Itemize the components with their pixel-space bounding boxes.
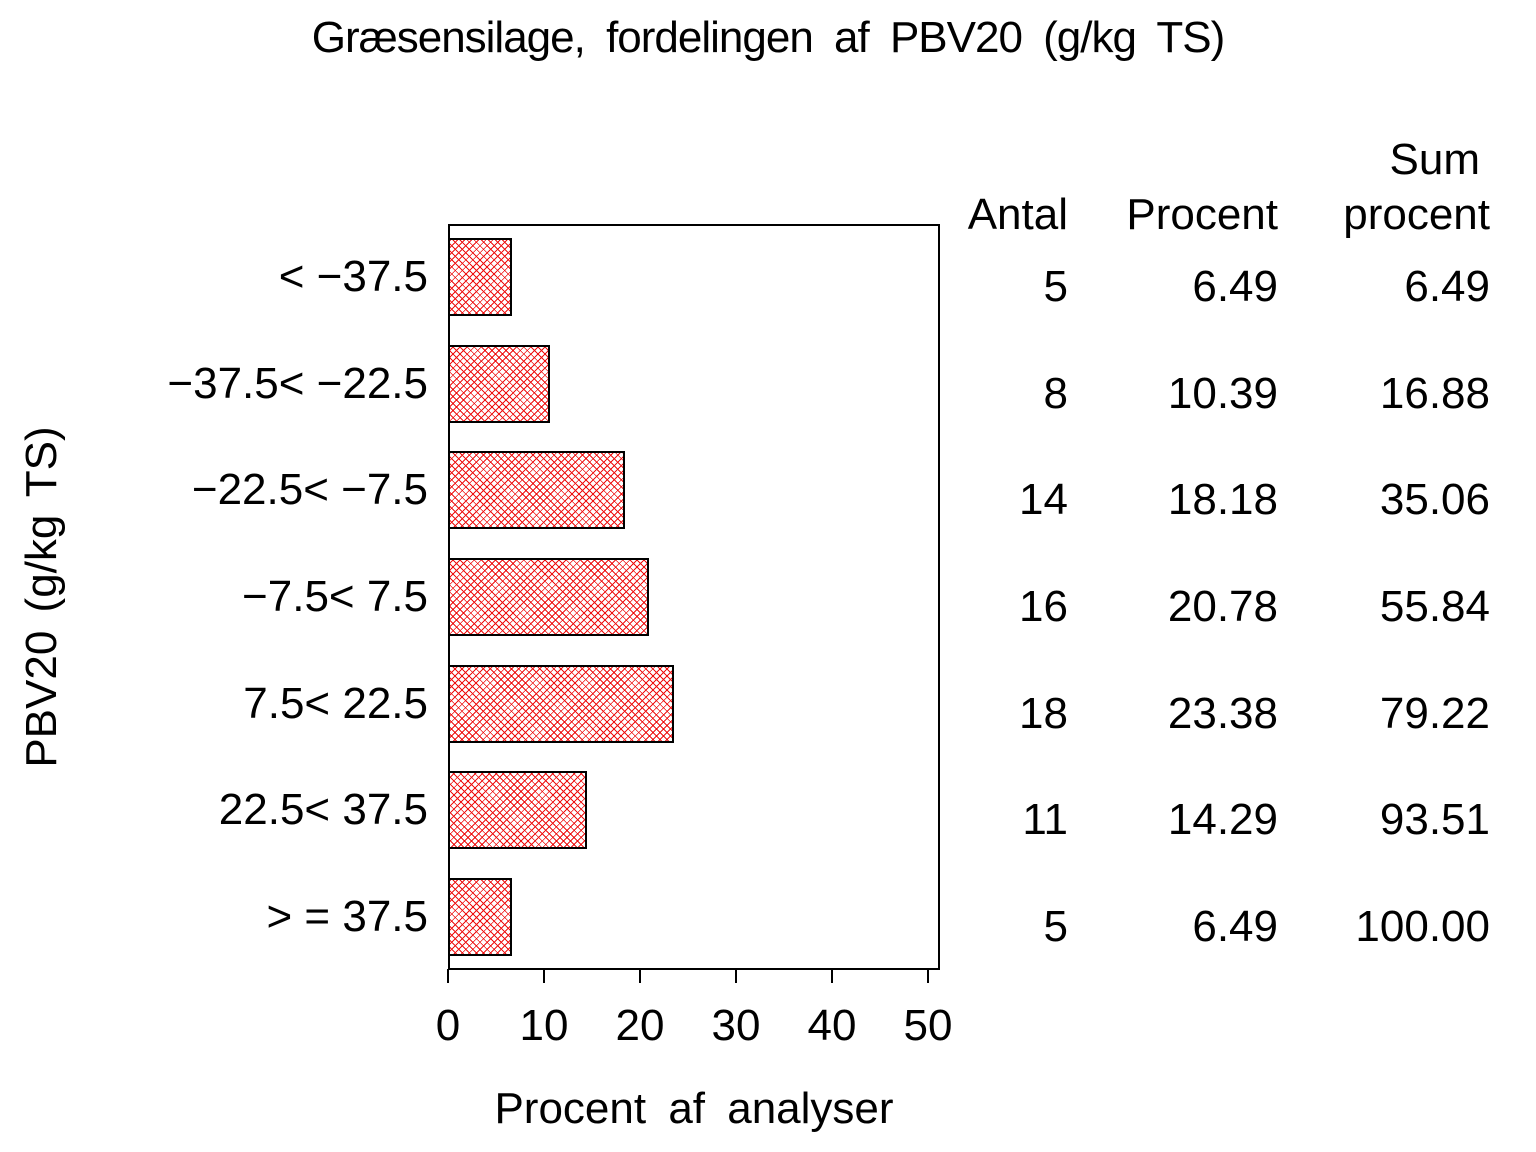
- x-tick-mark: [447, 969, 449, 983]
- table-cell-procent: 6.49: [1192, 262, 1278, 311]
- category-label: −37.5< −22.5: [167, 359, 428, 408]
- x-tick-mark: [831, 969, 833, 983]
- table-cell-procent: 14.29: [1167, 795, 1278, 844]
- x-tick-label: 40: [807, 1001, 857, 1050]
- table-cell-procent: 20.78: [1167, 582, 1278, 631]
- table-cell-antal: 8: [1043, 369, 1068, 418]
- category-label: 22.5< 37.5: [218, 785, 428, 834]
- col-header-sum-line1: Sum: [1389, 135, 1480, 184]
- x-tick-mark: [735, 969, 737, 983]
- table-cell-antal: 5: [1043, 902, 1068, 951]
- col-header-sum-line2: procent: [1343, 190, 1490, 239]
- category-label: 7.5< 22.5: [243, 679, 428, 728]
- x-tick-mark: [639, 969, 641, 983]
- x-axis-label: Procent af analyser: [494, 1084, 894, 1133]
- chart-title: Græsensilage, fordelingen af PBV20 (g/kg…: [311, 13, 1226, 62]
- table-cell-sum-procent: 55.84: [1379, 582, 1490, 631]
- category-label: > = 37.5: [266, 892, 428, 941]
- table-cell-antal: 5: [1043, 262, 1068, 311]
- table-cell-antal: 16: [1019, 582, 1068, 631]
- x-tick-label: 0: [435, 1001, 461, 1050]
- bar: [448, 558, 649, 636]
- table-cell-sum-procent: 93.51: [1379, 795, 1490, 844]
- x-tick-mark: [927, 969, 929, 983]
- bar: [448, 345, 550, 423]
- x-tick-label: 20: [615, 1001, 665, 1050]
- table-cell-sum-procent: 100.00: [1355, 902, 1490, 951]
- bar: [448, 451, 625, 529]
- category-label: −7.5< 7.5: [242, 572, 428, 621]
- category-label: −22.5< −7.5: [191, 465, 428, 514]
- x-tick-label: 30: [711, 1001, 761, 1050]
- col-header-antal: Antal: [967, 190, 1068, 239]
- table-cell-antal: 14: [1019, 475, 1068, 524]
- table-cell-sum-procent: 6.49: [1404, 262, 1490, 311]
- table-cell-procent: 6.49: [1192, 902, 1278, 951]
- bar: [448, 771, 587, 849]
- x-tick-label: 10: [519, 1001, 569, 1050]
- table-cell-sum-procent: 35.06: [1379, 475, 1490, 524]
- bar: [448, 238, 512, 316]
- table-cell-sum-procent: 16.88: [1379, 369, 1490, 418]
- table-cell-sum-procent: 79.22: [1379, 689, 1490, 738]
- category-label: < −37.5: [278, 252, 428, 301]
- table-cell-procent: 23.38: [1167, 689, 1278, 738]
- bar: [448, 665, 674, 743]
- x-tick-mark: [543, 969, 545, 983]
- table-cell-antal: 18: [1019, 689, 1068, 738]
- col-header-procent: Procent: [1126, 190, 1278, 239]
- bar: [448, 878, 512, 956]
- table-cell-procent: 10.39: [1167, 369, 1278, 418]
- x-tick-label: 50: [903, 1001, 953, 1050]
- table-cell-antal: 11: [1022, 795, 1068, 844]
- table-cell-procent: 18.18: [1167, 475, 1278, 524]
